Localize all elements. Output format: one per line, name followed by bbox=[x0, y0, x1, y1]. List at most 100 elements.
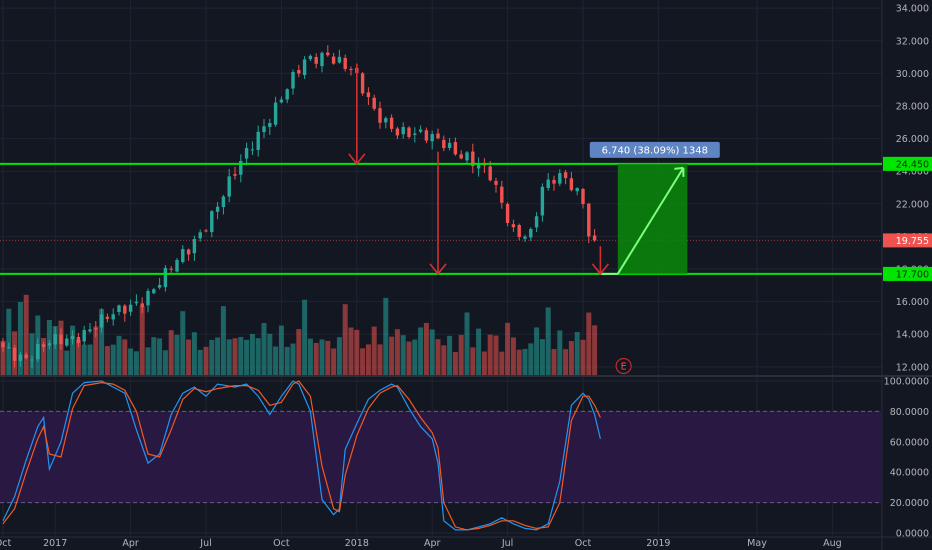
candle-body bbox=[534, 216, 539, 228]
price-axis[interactable]: 12.00014.00016.00018.00020.00022.00024.0… bbox=[883, 0, 932, 375]
candle-body bbox=[552, 179, 556, 184]
candle-body bbox=[436, 133, 440, 139]
volume-bar bbox=[99, 309, 105, 375]
indicator-tick-label: 20.0000 bbox=[890, 498, 929, 509]
volume-bar bbox=[505, 322, 511, 375]
earnings-marker[interactable] bbox=[615, 357, 632, 375]
price-tick-label: 12.000 bbox=[896, 362, 929, 373]
time-tick-label: Jul bbox=[501, 538, 513, 549]
price-tick-label: 26.000 bbox=[896, 134, 929, 145]
candle-body bbox=[511, 224, 516, 228]
volume-bar bbox=[365, 344, 371, 375]
measure-arrowhead bbox=[674, 166, 685, 177]
candle-body bbox=[198, 232, 202, 239]
volume-bar bbox=[342, 304, 348, 375]
candle-body bbox=[592, 235, 597, 241]
indicator-tick-label: 60.0000 bbox=[890, 437, 929, 448]
candle-body bbox=[297, 69, 301, 74]
volume-bar bbox=[447, 335, 453, 375]
support-price-tag: 17.700 bbox=[896, 269, 929, 280]
volume-bar bbox=[226, 339, 232, 375]
candle-body bbox=[285, 89, 289, 100]
candle-body bbox=[169, 268, 173, 270]
candle-body bbox=[41, 344, 46, 347]
candle-body bbox=[175, 259, 179, 272]
volume-bar bbox=[307, 338, 313, 375]
candle-body bbox=[291, 71, 295, 89]
volume-bar bbox=[174, 334, 180, 375]
support-price-tag-box bbox=[883, 266, 932, 281]
volume-bar bbox=[331, 348, 337, 375]
candle-body bbox=[157, 284, 162, 288]
volume-bar bbox=[93, 326, 99, 375]
volume-bar bbox=[360, 348, 366, 375]
measure-tool[interactable]: 6.740 (38.09%) 1348 bbox=[589, 141, 720, 275]
candlesticks bbox=[1, 45, 597, 368]
volume-bar bbox=[568, 341, 574, 375]
volume-bar bbox=[464, 312, 470, 375]
volume-bar bbox=[435, 339, 441, 375]
volume-bar bbox=[278, 325, 284, 375]
volume-bar bbox=[499, 351, 505, 375]
horizontal-levels[interactable] bbox=[0, 162, 882, 275]
volume-bar bbox=[162, 350, 168, 375]
candle-body bbox=[407, 127, 411, 137]
price-tick-label: 16.000 bbox=[896, 297, 929, 308]
down-arrow-head bbox=[591, 263, 610, 276]
candle-body bbox=[320, 52, 324, 67]
candle-body bbox=[302, 59, 307, 76]
candle-body bbox=[447, 142, 452, 148]
volume-bar bbox=[267, 333, 273, 375]
volume-bar bbox=[29, 333, 35, 375]
candle-body bbox=[389, 117, 394, 129]
candle-body bbox=[424, 130, 429, 141]
time-tick-label: Aug bbox=[823, 538, 842, 549]
volume-bar bbox=[441, 345, 447, 375]
price-axis-background bbox=[883, 0, 932, 375]
indicator-tick-label: 100.0000 bbox=[884, 377, 929, 388]
candle-body bbox=[256, 131, 260, 150]
price-tick-label: 22.000 bbox=[896, 199, 929, 210]
volume-bar bbox=[522, 348, 528, 375]
projection-arrows[interactable] bbox=[348, 63, 610, 276]
candle-body bbox=[134, 301, 139, 304]
candle-body bbox=[123, 305, 127, 314]
volume-bar bbox=[145, 347, 151, 375]
volume-bar bbox=[186, 339, 192, 375]
volume-bar bbox=[557, 330, 563, 375]
volume-bar bbox=[139, 306, 145, 375]
volume-bar bbox=[157, 338, 163, 375]
measure-label-box bbox=[589, 141, 720, 158]
candle-body bbox=[76, 336, 81, 344]
candle-body bbox=[239, 160, 243, 175]
candle-body bbox=[99, 314, 104, 328]
candle-body bbox=[453, 142, 458, 155]
volume-bar bbox=[220, 306, 226, 375]
volume-bar bbox=[539, 339, 545, 375]
candle-body bbox=[53, 334, 57, 345]
candle-body bbox=[36, 344, 40, 360]
candle-body bbox=[505, 204, 510, 224]
candle-body bbox=[94, 328, 98, 330]
candle-body bbox=[308, 55, 313, 60]
candle-body bbox=[587, 203, 591, 237]
volume-bar bbox=[261, 322, 267, 375]
volume-bar bbox=[481, 351, 487, 375]
volume-bar bbox=[580, 339, 586, 375]
indicator-axis[interactable]: 0.0000 20.0000 40.0000 60.0000 80.0000 100.00… bbox=[884, 377, 929, 540]
volume-bar bbox=[545, 307, 551, 375]
volume-bar bbox=[104, 346, 110, 375]
volume-bar bbox=[81, 344, 87, 375]
candle-body bbox=[262, 126, 266, 133]
time-tick-label: 2018 bbox=[345, 538, 369, 549]
time-axis[interactable]: Oct 2017 Apr Jul Oct 2018 Apr Jul Oct 2019 May Aug bbox=[0, 538, 842, 549]
candle-body bbox=[523, 236, 527, 239]
measure-label: 6.740 (38.09%) 1348 bbox=[602, 145, 708, 156]
volume-bar bbox=[476, 328, 482, 375]
candle-body bbox=[337, 56, 342, 63]
volume-bar bbox=[215, 337, 221, 375]
volume-bar bbox=[493, 335, 499, 375]
volume-bar bbox=[563, 349, 569, 375]
volume-bar bbox=[510, 337, 516, 375]
